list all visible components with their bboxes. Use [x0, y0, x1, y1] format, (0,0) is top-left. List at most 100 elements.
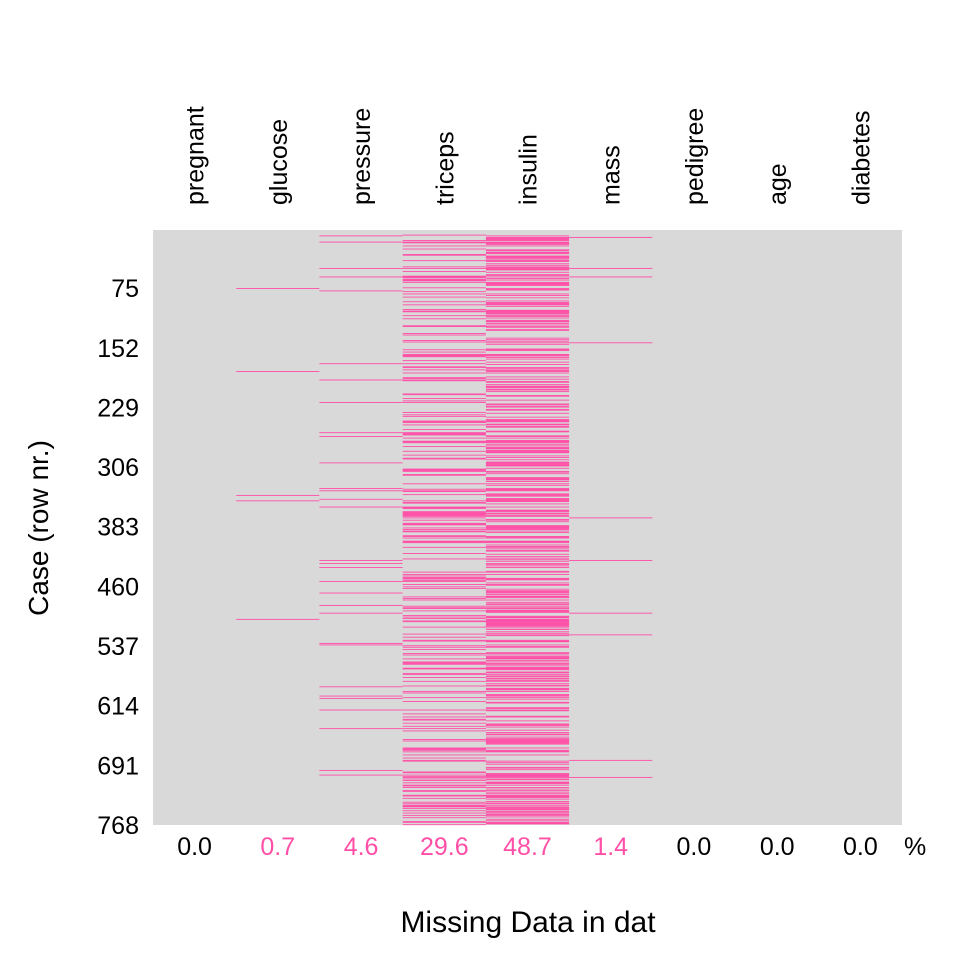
variable-label-age: age — [764, 163, 792, 205]
missing-mark-insulin — [485, 595, 570, 597]
missing-mark-triceps — [402, 442, 486, 444]
missing-mark-insulin — [485, 250, 570, 252]
y-tick-label: 691 — [97, 752, 139, 780]
missing-mark-insulin — [485, 689, 570, 691]
missing-mark-insulin — [485, 252, 570, 254]
missing-mark-insulin — [485, 462, 570, 464]
missing-mark-insulin — [485, 463, 570, 465]
y-tick-label: 460 — [97, 573, 139, 601]
missing-mark-insulin — [485, 527, 570, 529]
missing-mark-pressure — [319, 580, 403, 582]
missing-mark-insulin — [485, 663, 570, 664]
missing-mark-insulin — [485, 680, 570, 682]
missing-mark-insulin — [485, 673, 570, 675]
missing-mark-triceps — [402, 577, 486, 579]
missing-mark-insulin — [485, 419, 570, 420]
missing-mark-insulin — [485, 787, 570, 788]
missing-mark-insulin — [485, 274, 570, 276]
missing-mark-triceps — [402, 349, 486, 351]
missing-mark-triceps — [402, 541, 486, 543]
missing-mark-triceps — [402, 522, 486, 524]
missing-mark-triceps — [402, 291, 486, 293]
missing-mark-mass — [569, 236, 653, 238]
missing-mark-insulin — [485, 536, 570, 538]
missing-mark-insulin — [485, 811, 570, 813]
missing-mark-insulin — [485, 237, 570, 239]
missing-mark-insulin — [485, 309, 570, 311]
missing-mark-insulin — [485, 802, 570, 804]
missing-mark-triceps — [402, 474, 486, 476]
missing-mark-insulin — [485, 357, 570, 358]
missing-mark-insulin — [485, 450, 570, 451]
missing-mark-triceps — [402, 716, 486, 718]
missing-mark-insulin — [485, 389, 570, 391]
missing-mark-triceps — [402, 797, 486, 799]
missing-mark-insulin — [485, 467, 570, 469]
missing-mark-triceps — [402, 803, 486, 805]
missing-mark-triceps — [402, 281, 486, 283]
missing-mark-triceps — [402, 668, 486, 670]
missing-mark-triceps — [402, 667, 486, 669]
missing-mark-insulin — [485, 488, 570, 490]
missing-mark-triceps — [402, 586, 486, 588]
missing-mark-triceps — [402, 774, 486, 776]
missing-mark-triceps — [402, 673, 486, 675]
missing-mark-insulin — [485, 698, 570, 700]
missing-mark-glucose — [236, 500, 320, 502]
missing-mark-pressure — [319, 462, 403, 464]
missing-mark-insulin — [485, 546, 570, 547]
missing-mark-insulin — [485, 763, 570, 765]
missing-mark-insulin — [485, 450, 570, 452]
missing-mark-triceps — [402, 494, 486, 496]
missing-mark-triceps — [402, 540, 486, 542]
missing-mark-triceps — [402, 366, 486, 368]
missing-mark-insulin — [485, 322, 570, 324]
missing-mark-insulin — [485, 615, 570, 617]
missing-mark-insulin — [485, 404, 570, 406]
missing-mark-insulin — [485, 448, 570, 450]
missing-mark-glucose — [236, 618, 320, 620]
missing-mark-insulin — [485, 594, 570, 596]
variable-label-glucose: glucose — [265, 119, 293, 205]
missing-mark-triceps — [402, 824, 486, 826]
missing-mark-insulin — [485, 528, 570, 530]
missing-mark-triceps — [402, 771, 486, 773]
missing-mark-mass — [569, 342, 653, 344]
missing-mark-insulin — [485, 823, 570, 825]
missing-mark-insulin — [485, 536, 570, 537]
variable-label-triceps: triceps — [431, 131, 459, 205]
missing-mark-insulin — [485, 553, 570, 555]
percent-label-insulin: 48.7 — [503, 833, 552, 861]
missing-mark-triceps — [402, 772, 486, 774]
missing-mark-insulin — [485, 656, 570, 658]
missing-mark-insulin — [485, 278, 570, 279]
missing-mark-insulin — [485, 361, 570, 363]
missing-mark-insulin — [485, 303, 570, 305]
missing-mark-triceps — [402, 685, 486, 687]
missing-mark-triceps — [402, 514, 486, 516]
missing-mark-insulin — [485, 387, 570, 389]
missing-mark-insulin — [485, 452, 570, 454]
missing-mark-insulin — [485, 283, 570, 285]
missing-mark-insulin — [485, 253, 570, 255]
missing-mark-insulin — [485, 669, 570, 671]
missing-mark-triceps — [402, 596, 486, 598]
missing-mark-pressure — [319, 241, 403, 243]
missing-mark-triceps — [402, 754, 486, 756]
missing-mark-triceps — [402, 469, 486, 471]
missing-mark-triceps — [402, 640, 486, 642]
percent-label-triceps: 29.6 — [420, 833, 469, 861]
missing-mark-insulin — [485, 542, 570, 544]
missing-mark-insulin — [485, 742, 570, 743]
missing-mark-insulin — [485, 391, 570, 393]
missing-mark-insulin — [485, 279, 570, 281]
missing-mark-triceps — [402, 778, 486, 780]
missing-mark-triceps — [402, 512, 486, 513]
missing-mark-insulin — [485, 813, 570, 815]
missing-mark-mass — [569, 517, 653, 519]
missing-mark-insulin — [485, 530, 570, 532]
missing-mark-triceps — [402, 311, 486, 313]
missing-mark-insulin — [485, 622, 570, 623]
missing-mark-insulin — [485, 782, 570, 784]
missing-mark-insulin — [485, 716, 570, 718]
